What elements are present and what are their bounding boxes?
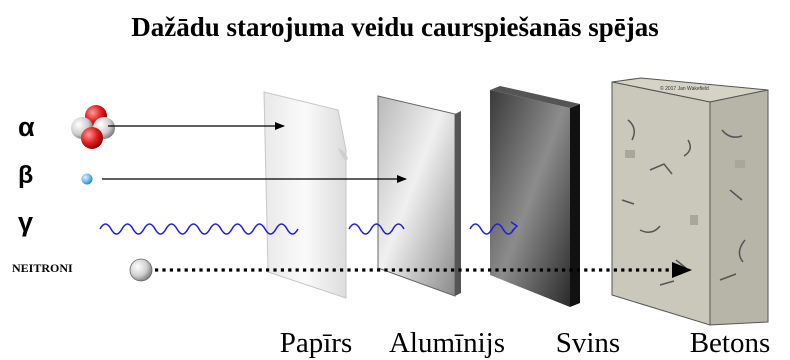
aluminium-label: Alumīnijs <box>389 327 505 359</box>
alpha-proton-bottom <box>81 127 103 149</box>
neutron-ray-arrowhead <box>672 262 692 278</box>
concrete-block: © 2017 Jan Wakefield <box>611 77 769 326</box>
concrete-side-face <box>709 89 769 326</box>
beta-label: β <box>18 161 33 189</box>
paper-curl <box>338 148 348 162</box>
lead-edge <box>570 104 580 307</box>
neutron-particle <box>129 258 153 282</box>
diagram-title: Dažādu starojuma veidu caurspiešanās spē… <box>131 12 659 42</box>
alpha-particle <box>71 105 115 149</box>
neutrons-label: NEITRONI <box>12 261 73 275</box>
beta-particle <box>81 173 93 185</box>
lead-top-edge <box>490 86 580 108</box>
gamma-label: γ <box>18 207 33 237</box>
copyright-label: © 2017 Jan Wakefield <box>660 85 709 92</box>
gamma-wave-1 <box>99 223 299 235</box>
alpha-label: α <box>18 112 35 142</box>
concrete-crack-lines <box>621 119 691 286</box>
aluminium-edge <box>455 111 461 296</box>
lead-label: Svins <box>556 327 620 359</box>
gamma-wave-arrowhead <box>510 221 519 232</box>
lead-sheet <box>490 86 580 307</box>
concrete-label: Betons <box>690 327 771 359</box>
aluminium-sheet <box>377 95 461 297</box>
paper-sheet <box>263 91 348 299</box>
gamma-wave-3 <box>469 223 515 235</box>
concrete-front-face <box>611 81 711 326</box>
concrete-side-cracks <box>719 129 746 281</box>
gamma-wave-2 <box>348 223 405 235</box>
aluminium-front-face <box>377 95 456 297</box>
paper-label: Papīrs <box>280 327 353 359</box>
lead-front-face <box>490 90 570 307</box>
paper-front-face <box>263 91 347 299</box>
